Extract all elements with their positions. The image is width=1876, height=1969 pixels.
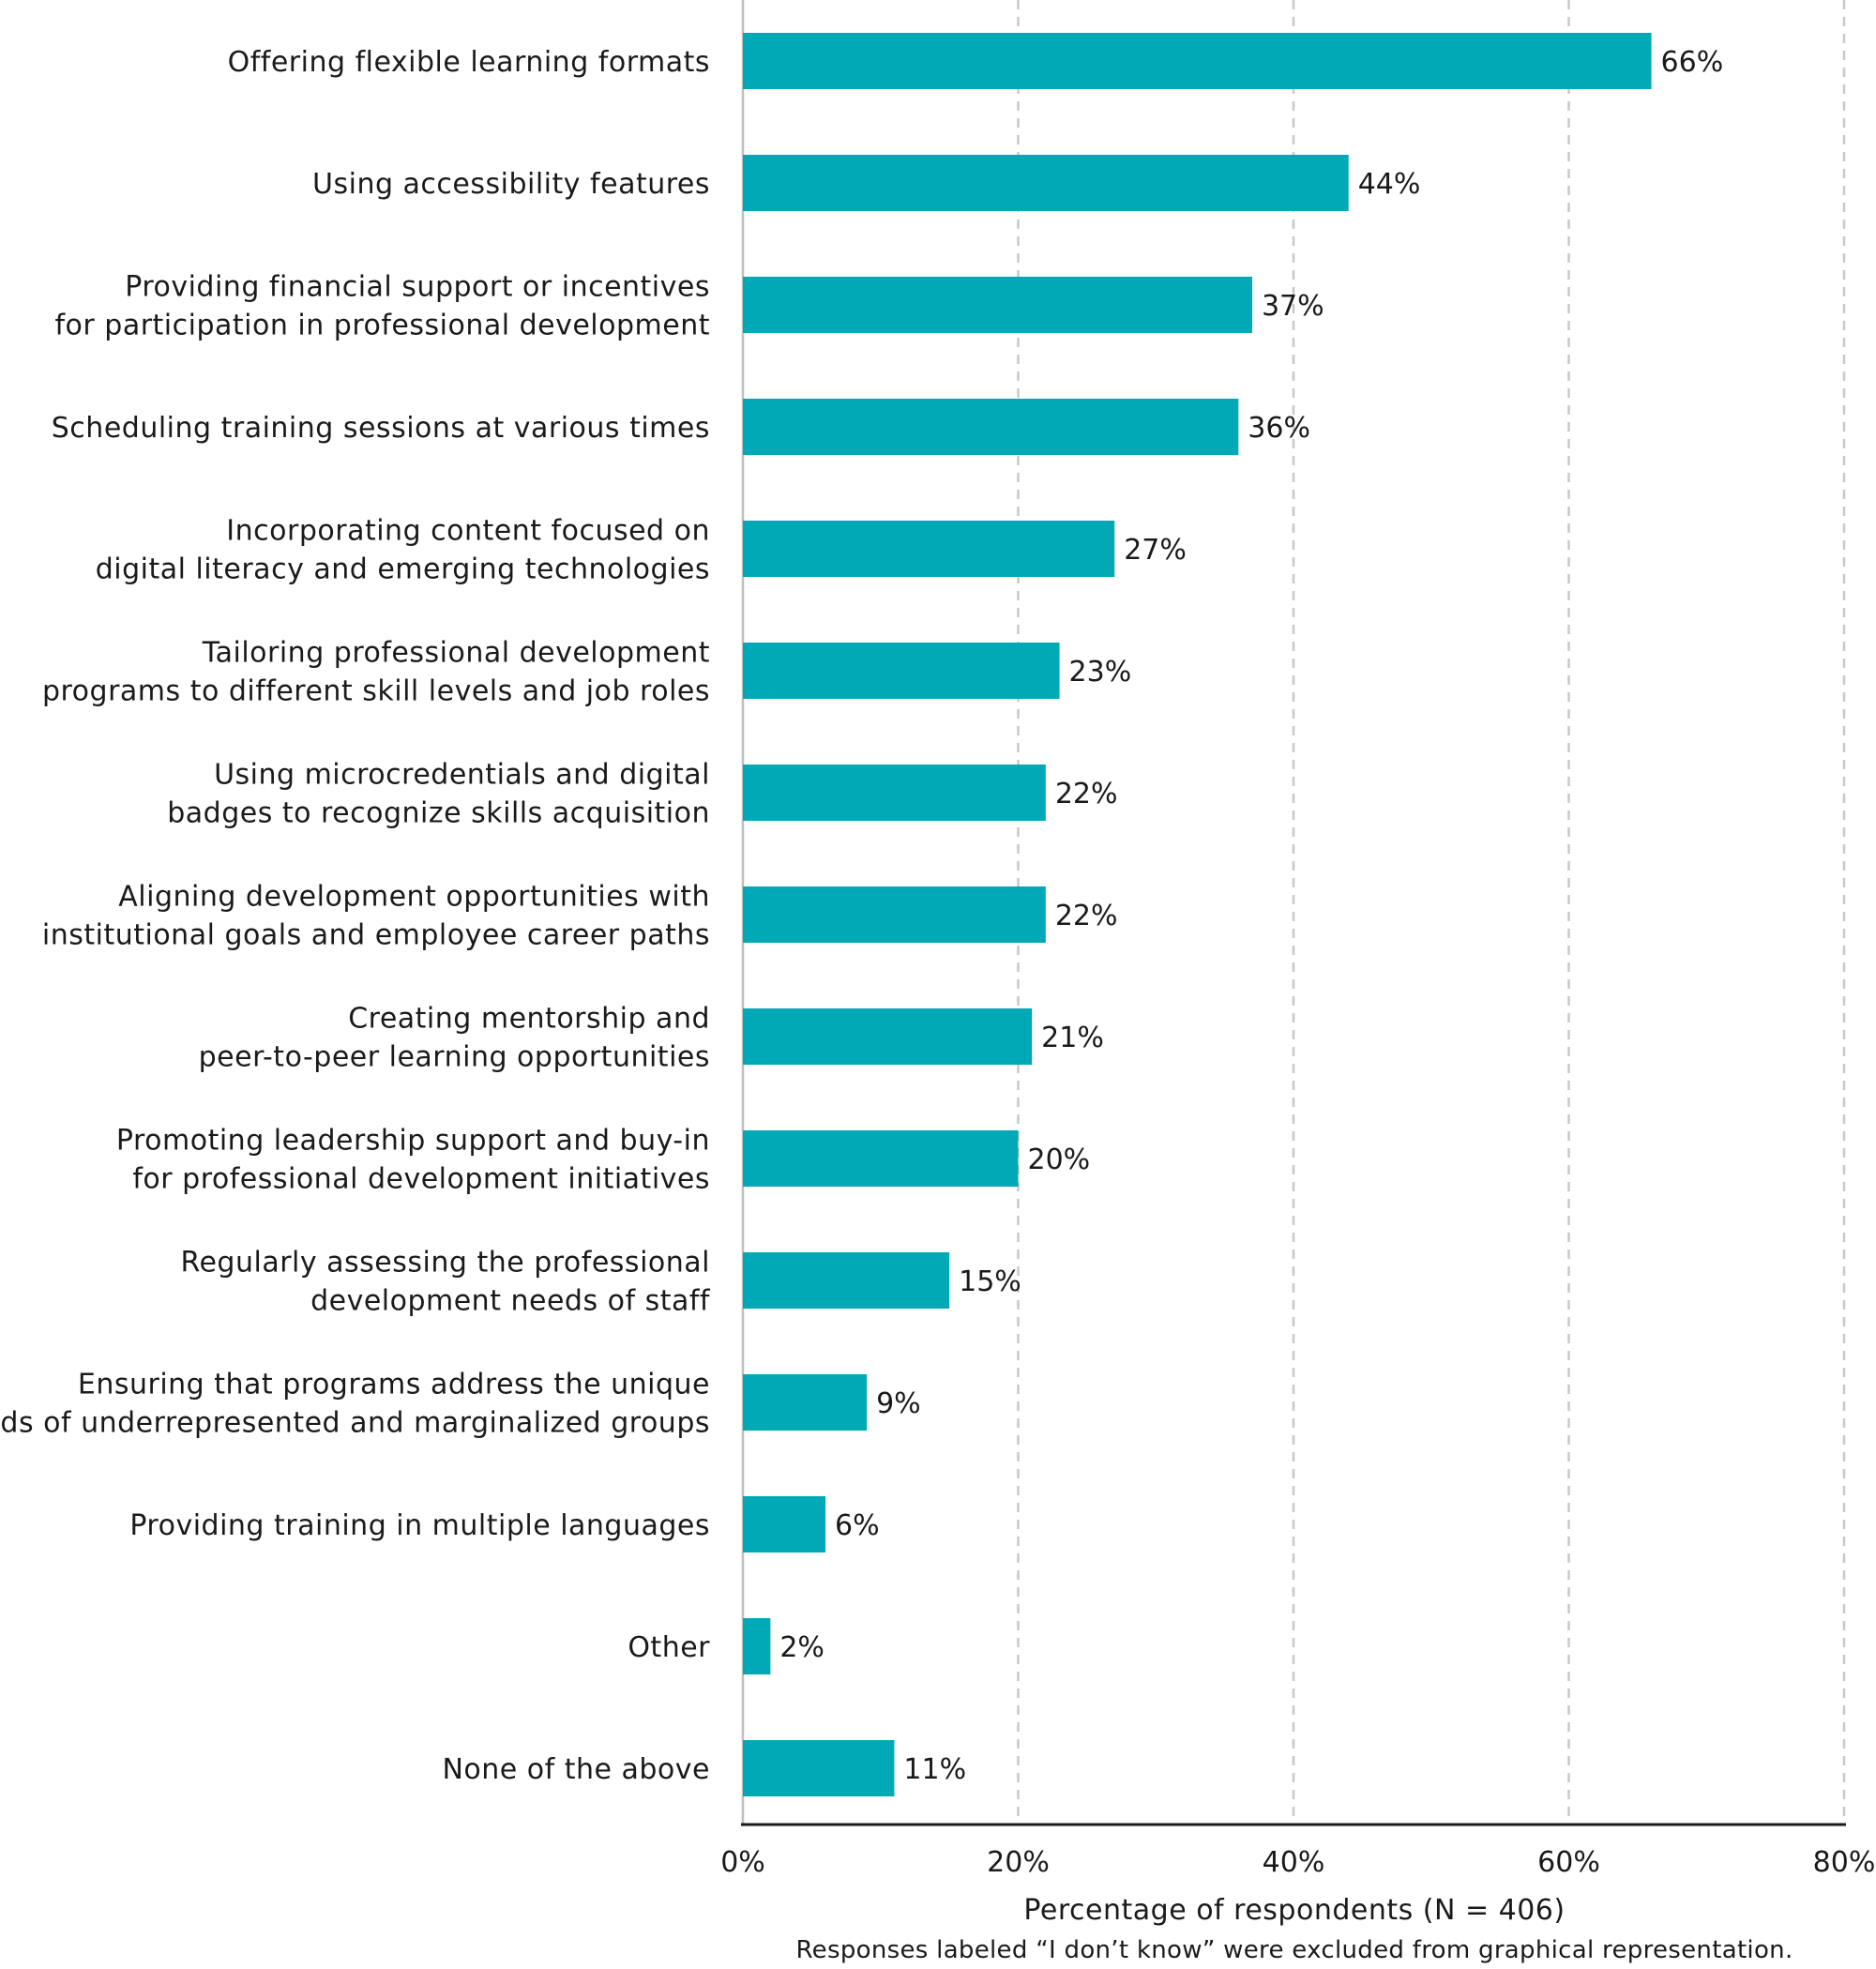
value-label: 27% bbox=[1124, 534, 1187, 567]
x-axis: 0% 20% 40% 60% 80% bbox=[720, 1823, 1876, 1879]
footnote: Responses labeled “I don’t know” were ex… bbox=[795, 1936, 1793, 1964]
value-label: 36% bbox=[1248, 412, 1310, 445]
bar bbox=[743, 1008, 1033, 1065]
bar bbox=[743, 155, 1349, 211]
bar bbox=[743, 521, 1115, 577]
category-label: programs to different skill levels and j… bbox=[42, 675, 710, 708]
value-label: 44% bbox=[1358, 168, 1421, 201]
category-label: Using accessibility features bbox=[312, 168, 710, 201]
category-label: Providing training in multiple languages bbox=[129, 1509, 710, 1542]
category-label: for participation in professional develo… bbox=[55, 310, 711, 342]
bar bbox=[743, 399, 1239, 455]
x-tick-label: 0% bbox=[720, 1846, 765, 1879]
x-axis-title: Percentage of respondents (N = 406) bbox=[1023, 1894, 1565, 1927]
category-label: institutional goals and employee career … bbox=[42, 919, 710, 952]
category-label: Using microcredentials and digital bbox=[214, 759, 710, 792]
bars bbox=[743, 33, 1652, 1796]
value-label: 22% bbox=[1055, 900, 1118, 932]
value-label: 22% bbox=[1055, 778, 1118, 810]
category-label: Providing financial support or incentive… bbox=[125, 271, 710, 304]
bar bbox=[743, 1374, 868, 1431]
category-label: badges to recognize skills acquisition bbox=[167, 797, 710, 830]
value-label: 6% bbox=[835, 1509, 880, 1542]
category-label: Regularly assessing the professional bbox=[180, 1247, 710, 1280]
category-label: Incorporating content focused on bbox=[226, 515, 710, 548]
category-label: Promoting leadership support and buy-in bbox=[116, 1125, 710, 1158]
bar bbox=[743, 1618, 771, 1674]
x-tick-label: 40% bbox=[1263, 1846, 1325, 1879]
category-label: needs of underrepresented and marginaliz… bbox=[0, 1407, 710, 1440]
value-label: 2% bbox=[779, 1631, 825, 1664]
bar bbox=[743, 1252, 950, 1309]
x-tick-label: 20% bbox=[987, 1846, 1050, 1879]
category-label: Creating mentorship and bbox=[348, 1003, 710, 1036]
category-label: Aligning development opportunities with bbox=[118, 881, 710, 914]
category-label: Tailoring professional development bbox=[202, 637, 710, 670]
bar bbox=[743, 886, 1046, 943]
value-label: 21% bbox=[1041, 1022, 1104, 1054]
bar bbox=[743, 1130, 1019, 1187]
bar bbox=[743, 643, 1060, 699]
bar bbox=[743, 277, 1252, 333]
value-labels: 66% 44% 37% 36% 27% 23% 22% 22% 21% 20% 15% 9% 6% 2% 1… bbox=[779, 46, 1723, 1786]
x-tick-label: 60% bbox=[1537, 1846, 1600, 1879]
value-label: 9% bbox=[876, 1387, 921, 1420]
category-label: digital literacy and emerging technologi… bbox=[96, 553, 710, 586]
category-label: Other bbox=[628, 1631, 710, 1664]
category-label: development needs of staff bbox=[310, 1285, 711, 1318]
category-label: Offering flexible learning formats bbox=[228, 46, 710, 79]
value-label: 11% bbox=[903, 1753, 966, 1786]
category-labels: Offering flexible learning formats Using … bbox=[0, 46, 711, 1786]
x-tick-label: 80% bbox=[1813, 1846, 1876, 1879]
bar bbox=[743, 1496, 826, 1552]
value-label: 23% bbox=[1069, 656, 1132, 689]
value-label: 37% bbox=[1262, 290, 1324, 323]
category-label: Ensuring that programs address the uniqu… bbox=[78, 1369, 710, 1401]
value-label: 66% bbox=[1661, 46, 1724, 79]
category-label: None of the above bbox=[442, 1753, 710, 1786]
category-label: Scheduling training sessions at various … bbox=[52, 412, 710, 445]
category-label: peer-to-peer learning opportunities bbox=[199, 1041, 710, 1074]
bar bbox=[743, 765, 1046, 821]
bar bbox=[743, 1740, 895, 1796]
value-label: 20% bbox=[1028, 1144, 1091, 1176]
category-label: for professional development initiatives bbox=[132, 1163, 710, 1196]
bar bbox=[743, 33, 1652, 89]
value-label: 15% bbox=[959, 1265, 1021, 1298]
